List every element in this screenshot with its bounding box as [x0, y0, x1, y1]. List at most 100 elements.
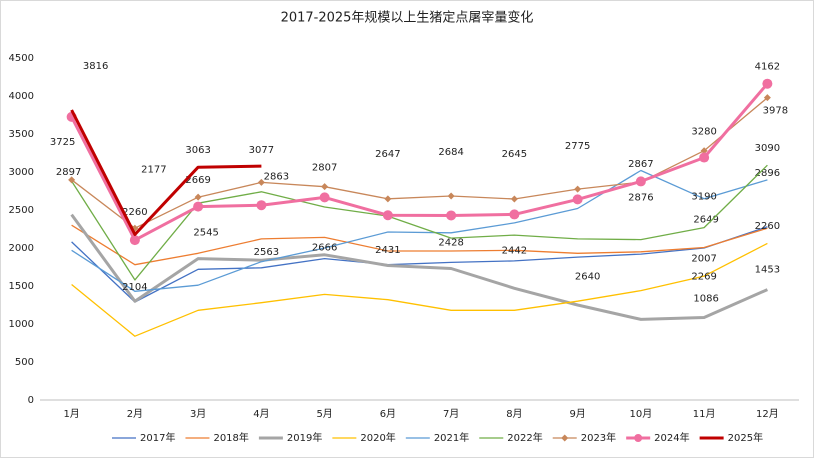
- series-line: [70, 109, 262, 236]
- data-label: 2867: [628, 159, 653, 170]
- data-label: 3725: [50, 137, 75, 148]
- x-tick-label: 5月: [316, 408, 332, 420]
- x-tick-label: 12月: [756, 408, 779, 420]
- point-marker: [635, 176, 646, 187]
- legend-marker: [561, 434, 569, 442]
- point-marker: [510, 195, 518, 203]
- data-label: 2104: [122, 282, 147, 293]
- x-tick-label: 3月: [190, 408, 206, 420]
- y-tick-label: 2000: [9, 243, 34, 254]
- data-label: 2669: [185, 175, 210, 186]
- point-marker: [382, 210, 393, 221]
- data-label: 2645: [502, 149, 527, 160]
- series-line: [71, 242, 768, 337]
- point-marker: [447, 192, 455, 200]
- y-tick-label: 3000: [9, 167, 34, 178]
- x-tick-label: 10月: [630, 408, 653, 420]
- series-line: [70, 82, 769, 242]
- legend-label: 2023年: [581, 431, 616, 444]
- data-label: 2260: [122, 207, 147, 218]
- y-tick-label: 3500: [9, 129, 34, 140]
- data-label: 4162: [755, 62, 780, 73]
- y-tick-label: 4000: [9, 91, 34, 102]
- y-tick-label: 2500: [9, 205, 34, 216]
- series-line: [71, 164, 768, 281]
- point-marker: [257, 178, 265, 186]
- data-label: 2666: [312, 242, 337, 253]
- data-label: 1086: [693, 293, 718, 304]
- legend-label: 2019年: [287, 431, 322, 444]
- point-marker: [574, 185, 582, 193]
- series-line: [71, 224, 768, 266]
- series-line: [70, 213, 769, 321]
- series-line: [71, 169, 768, 292]
- point-marker: [572, 194, 583, 205]
- x-tick-label: 1月: [63, 408, 79, 420]
- data-label: 3077: [249, 145, 274, 156]
- data-label: 1453: [755, 265, 780, 276]
- chart-title: 2017-2025年规模以上生猪定点屠宰量变化: [281, 10, 534, 26]
- x-tick-label: 6月: [380, 408, 396, 420]
- data-label: 2684: [438, 147, 463, 158]
- data-label: 2177: [141, 165, 166, 176]
- legend-label: 2024年: [654, 431, 689, 444]
- legend-label: 2018年: [213, 431, 248, 444]
- data-label: 2876: [628, 192, 653, 203]
- point-marker: [700, 147, 708, 155]
- data-label: 2428: [438, 237, 463, 248]
- data-label: 2545: [193, 228, 218, 239]
- x-tick-label: 11月: [693, 408, 716, 420]
- data-label: 2007: [691, 253, 716, 264]
- y-tick-label: 4500: [9, 53, 34, 64]
- y-tick-label: 1000: [9, 319, 34, 330]
- data-label: 2269: [691, 272, 716, 283]
- legend-label: 2025年: [728, 431, 763, 444]
- data-label: 2896: [755, 168, 780, 179]
- legend-label: 2021年: [434, 431, 469, 444]
- legend-label: 2017年: [140, 431, 175, 444]
- data-label: 3816: [83, 61, 108, 72]
- data-label: 3090: [755, 143, 780, 154]
- y-tick-label: 0: [28, 395, 34, 406]
- data-label: 2640: [575, 271, 600, 282]
- point-marker: [699, 152, 710, 163]
- point-marker: [446, 210, 457, 221]
- point-marker: [762, 78, 773, 89]
- data-label: 2775: [565, 141, 590, 152]
- y-tick-label: 1500: [9, 281, 34, 292]
- data-label: 2897: [56, 167, 81, 178]
- point-marker: [763, 94, 771, 102]
- data-label: 2807: [312, 163, 337, 174]
- data-label: 2563: [254, 247, 279, 258]
- point-marker: [321, 183, 329, 191]
- data-label: 2649: [693, 215, 718, 226]
- legend-label: 2022年: [507, 431, 542, 444]
- x-tick-label: 9月: [569, 408, 585, 420]
- legend-marker: [634, 434, 643, 442]
- point-marker: [256, 200, 267, 211]
- point-marker: [68, 176, 76, 184]
- data-label: 2442: [502, 245, 527, 256]
- data-label: 2431: [375, 245, 400, 256]
- x-tick-label: 7月: [443, 408, 459, 420]
- data-label: 2260: [755, 221, 780, 232]
- data-label: 2863: [264, 171, 289, 182]
- x-tick-label: 2月: [127, 408, 143, 420]
- y-tick-label: 500: [15, 357, 34, 368]
- data-label: 2647: [375, 149, 400, 160]
- x-tick-label: 4月: [253, 408, 269, 420]
- point-marker: [194, 193, 202, 201]
- point-marker: [193, 201, 204, 212]
- legend-label: 2020年: [360, 431, 395, 444]
- point-marker: [509, 209, 520, 220]
- series-line: [71, 226, 768, 303]
- point-marker: [129, 235, 140, 246]
- data-label: 3978: [763, 106, 788, 117]
- point-marker: [319, 192, 330, 203]
- x-tick-label: 8月: [506, 408, 522, 420]
- data-label: 3190: [691, 192, 716, 203]
- data-label: 3280: [691, 127, 716, 138]
- data-label: 3063: [185, 145, 210, 156]
